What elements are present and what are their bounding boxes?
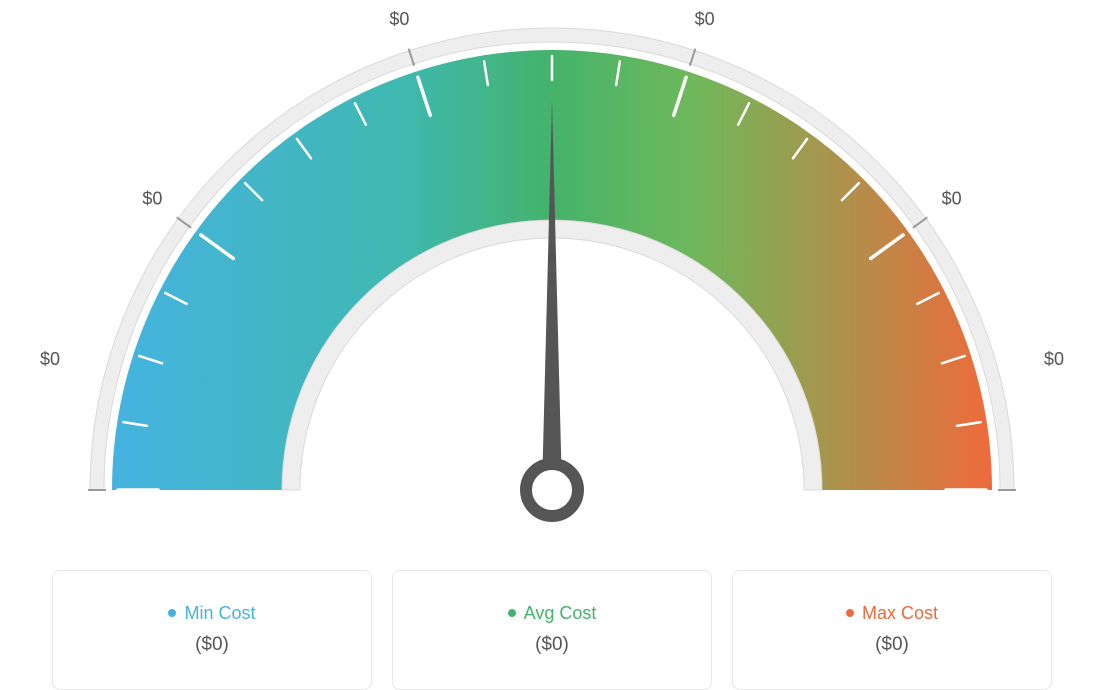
legend-row: Min Cost ($0) Avg Cost ($0) Max Cost ($0… bbox=[0, 570, 1104, 690]
legend-label-avg: Avg Cost bbox=[524, 603, 597, 624]
legend-label-min: Min Cost bbox=[184, 603, 255, 624]
legend-dot-min bbox=[168, 609, 176, 617]
gauge-axis-label: $0 bbox=[40, 349, 60, 369]
legend-title-avg: Avg Cost bbox=[508, 603, 597, 624]
legend-title-max: Max Cost bbox=[846, 603, 938, 624]
gauge: $0 $0 $0 $0 $0 $0 bbox=[0, 0, 1104, 560]
legend-title-min: Min Cost bbox=[168, 603, 255, 624]
legend-card-avg: Avg Cost ($0) bbox=[392, 570, 712, 690]
legend-value-min: ($0) bbox=[195, 634, 229, 656]
gauge-needle-hub bbox=[526, 464, 578, 516]
gauge-axis-label: $0 bbox=[142, 188, 162, 208]
legend-value-max: ($0) bbox=[875, 634, 909, 656]
gauge-chart-container: $0 $0 $0 $0 $0 $0 Min Cost ($0) Avg Cost ($0)… bbox=[0, 0, 1104, 690]
gauge-axis-label: $0 bbox=[942, 188, 962, 208]
legend-dot-avg bbox=[508, 609, 516, 617]
gauge-axis-label: $0 bbox=[695, 9, 715, 29]
legend-dot-max bbox=[846, 609, 854, 617]
legend-label-max: Max Cost bbox=[862, 603, 938, 624]
gauge-axis-label: $0 bbox=[1044, 349, 1064, 369]
legend-value-avg: ($0) bbox=[535, 634, 569, 656]
gauge-axis-label: $0 bbox=[389, 9, 409, 29]
legend-card-min: Min Cost ($0) bbox=[52, 570, 372, 690]
legend-card-max: Max Cost ($0) bbox=[732, 570, 1052, 690]
